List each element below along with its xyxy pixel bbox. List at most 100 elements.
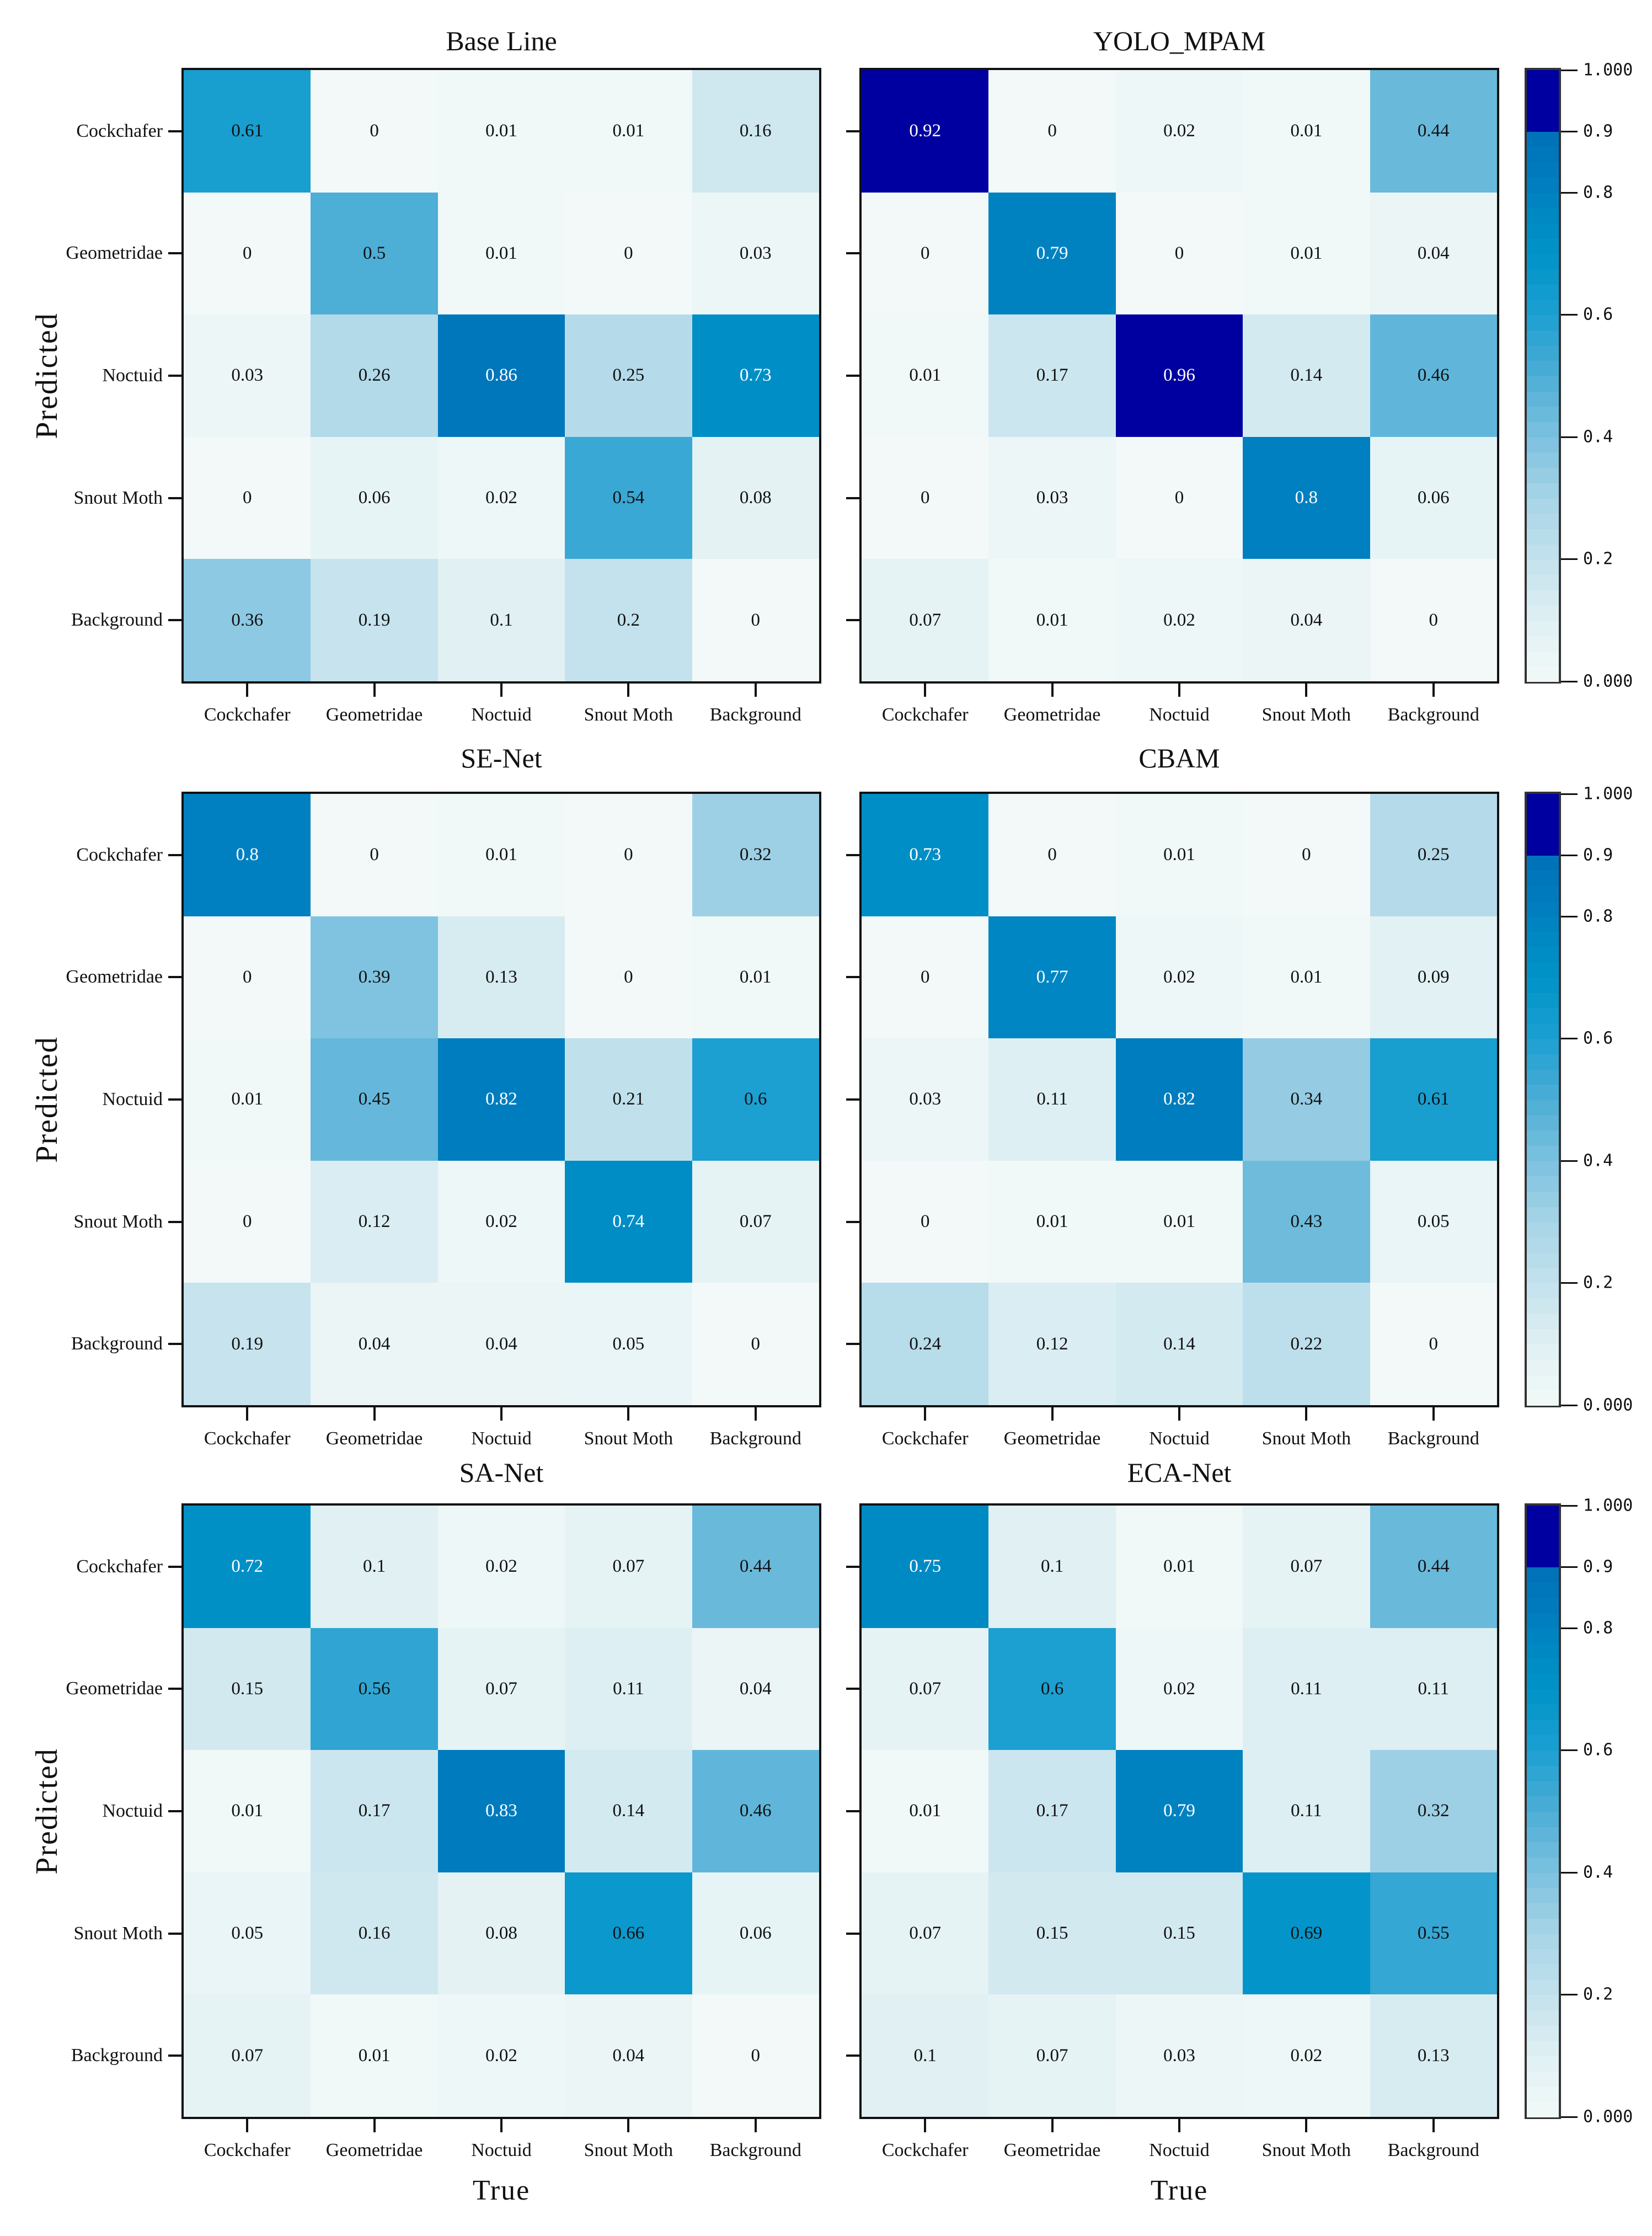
colorbar-segment	[1527, 1566, 1559, 1583]
y-tick-mark	[846, 1810, 859, 1812]
x-tick-mark	[1051, 684, 1054, 697]
y-tick-mark	[846, 1098, 859, 1101]
colorbar-tick	[1561, 1282, 1578, 1284]
heatmap-cell: 0.43	[1243, 1160, 1370, 1283]
colorbar-segment	[1527, 329, 1559, 346]
y-tick-label: Cockchafer	[76, 120, 163, 141]
y-tick-mark	[168, 1220, 181, 1223]
x-tick-label: Geometridae	[1003, 705, 1101, 725]
heatmap-cell: 0.73	[862, 794, 989, 916]
chart-title: ECA-Net	[1127, 1457, 1232, 1488]
colorbar-segment	[1527, 1130, 1559, 1146]
heatmap-cell: 0	[862, 916, 989, 1039]
colorbar-segment	[1527, 253, 1559, 270]
heatmap-cell: 0	[1115, 192, 1243, 315]
colorbar-segment	[1527, 192, 1559, 209]
heatmap-cell: 0.01	[988, 1160, 1116, 1283]
x-tick-label: Cockchafer	[881, 1428, 969, 1449]
y-tick-label: Cockchafer	[76, 844, 163, 865]
chart-title: SA-Net	[459, 1457, 544, 1488]
x-tick-label: Geometridae	[325, 705, 423, 725]
y-tick-mark	[168, 1932, 181, 1935]
heatmap-cell: 0.01	[1115, 1160, 1243, 1283]
x-tick-mark	[1178, 1407, 1180, 1421]
y-tick-mark	[168, 497, 181, 499]
colorbar-segment	[1527, 1390, 1559, 1406]
x-tick-label: Noctuid	[1149, 1428, 1210, 1449]
heatmap-cell: 0.22	[1243, 1283, 1370, 1405]
heatmap-cell: 0.06	[1370, 436, 1497, 559]
heatmap-cell: 0.11	[1370, 1627, 1497, 1751]
colorbar-tick	[1561, 854, 1578, 856]
heatmap-cell: 0.04	[1370, 192, 1497, 315]
x-tick-mark	[1178, 2119, 1180, 2132]
colorbar-segment	[1527, 1949, 1559, 1965]
y-tick-mark	[168, 1810, 181, 1812]
heatmap-cell: 0.09	[1370, 916, 1497, 1039]
colorbar-tick	[1561, 558, 1578, 561]
colorbar-segment	[1527, 1933, 1559, 1950]
heatmap-cell: 0.11	[1243, 1750, 1370, 1872]
colorbar-segment	[1527, 1872, 1559, 1888]
x-tick-mark	[1305, 684, 1308, 697]
heatmap-cell: 0.01	[1243, 916, 1370, 1039]
heatmap-cell: 0.07	[862, 559, 989, 681]
heatmap-cell: 0.01	[565, 70, 692, 193]
y-tick-mark	[846, 1565, 859, 1568]
colorbar-segment	[1527, 1780, 1559, 1797]
colorbar-segment	[1527, 1704, 1559, 1720]
heatmap-cell: 0.01	[1115, 794, 1243, 916]
colorbar-segment	[1527, 1283, 1559, 1299]
heatmap-cell: 0.5	[311, 192, 438, 315]
x-tick-mark	[373, 1407, 376, 1421]
heatmap-plot: 0.61 0 0.01 0.01 0.16 0 0.5 0.01 0 0.03 0.03 0.26 0.…	[181, 68, 821, 684]
colorbar-tick	[1561, 314, 1578, 316]
x-tick-mark	[1178, 684, 1180, 697]
colorbar-tick	[1561, 681, 1578, 682]
colorbar-segment	[1527, 824, 1559, 841]
colorbar-segment	[1527, 467, 1559, 483]
y-tick-mark	[168, 1343, 181, 1346]
colorbar-segment	[1527, 1627, 1559, 1644]
colorbar-tick-label: 0.6	[1583, 1740, 1613, 1760]
x-tick-mark	[373, 684, 376, 697]
colorbar-segment	[1527, 931, 1559, 947]
heatmap-cell: 0.61	[1370, 1038, 1497, 1161]
colorbar-segment	[1527, 1374, 1559, 1391]
x-tick-mark	[500, 684, 502, 697]
x-tick-label: Snout Moth	[1261, 1428, 1351, 1449]
heatmap-cell: 0	[565, 192, 692, 315]
colorbar-segment	[1527, 1582, 1559, 1598]
colorbar-tick	[1561, 1749, 1578, 1752]
heatmap-cell: 0.07	[565, 1506, 692, 1628]
y-tick-mark	[846, 1343, 859, 1346]
heatmap-cell: 0.86	[437, 314, 565, 437]
heatmap-cell: 0.44	[1370, 70, 1497, 193]
heatmap-cell: 0.04	[565, 1994, 692, 2117]
colorbar-segment	[1527, 131, 1559, 147]
heatmap-cell: 0.74	[565, 1160, 692, 1283]
heatmap-cell: 0.02	[1115, 916, 1243, 1039]
heatmap-cell: 0.01	[437, 70, 565, 193]
y-tick-label: Background	[71, 2045, 163, 2066]
colorbar-segment	[1527, 2101, 1559, 2117]
colorbar-segment	[1527, 314, 1559, 330]
colorbar-tick	[1561, 915, 1578, 917]
x-tick-label: Snout Moth	[1261, 705, 1351, 725]
heatmap-cell: 0.83	[437, 1750, 565, 1872]
colorbar-segment	[1527, 1750, 1559, 1766]
colorbar-segment	[1527, 794, 1559, 810]
y-tick-mark	[168, 976, 181, 979]
heatmap-cell: 0.01	[437, 794, 565, 916]
colorbar-segment	[1527, 1979, 1559, 1995]
heatmap-cell: 0.79	[988, 192, 1116, 315]
y-tick-mark	[846, 497, 859, 499]
colorbar-segment	[1527, 1536, 1559, 1552]
heatmap-cell: 0.02	[1115, 1627, 1243, 1751]
heatmap-cell: 0.82	[1115, 1038, 1243, 1161]
heatmap-cell: 0.44	[1370, 1506, 1497, 1628]
colorbar-tick-label: 0.000	[1583, 1395, 1633, 1415]
heatmap-cell: 0.06	[692, 1872, 819, 1995]
x-tick-label: Background	[1387, 705, 1479, 725]
colorbar-segment	[1527, 1344, 1559, 1360]
